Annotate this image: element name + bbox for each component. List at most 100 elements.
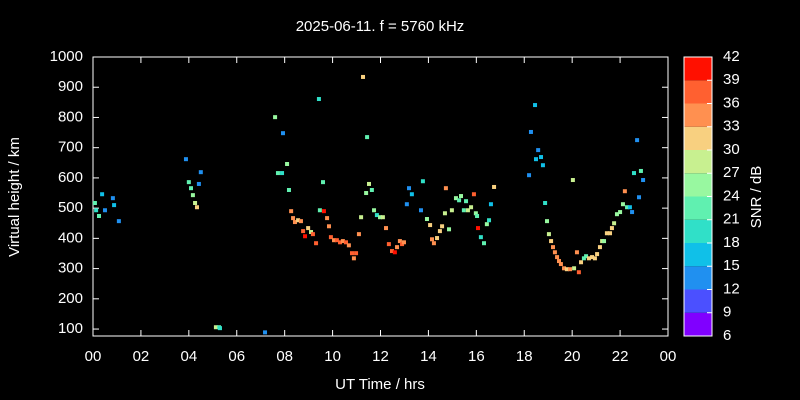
point bbox=[558, 262, 563, 267]
point bbox=[576, 270, 581, 275]
x-tick-label: 20 bbox=[564, 348, 581, 365]
point bbox=[372, 208, 377, 213]
point bbox=[356, 232, 361, 237]
point bbox=[612, 221, 617, 226]
x-tick-label: 16 bbox=[468, 348, 485, 365]
point bbox=[346, 243, 351, 248]
point bbox=[325, 216, 330, 221]
point bbox=[420, 179, 425, 184]
point bbox=[540, 163, 545, 168]
point bbox=[475, 213, 480, 218]
colorbar-band bbox=[684, 219, 712, 243]
point bbox=[627, 205, 632, 210]
point bbox=[597, 245, 602, 250]
point bbox=[568, 267, 573, 272]
point bbox=[334, 238, 339, 243]
x-tick-label: 04 bbox=[180, 348, 197, 365]
point bbox=[286, 188, 291, 193]
colorbar-band bbox=[684, 126, 712, 150]
point bbox=[386, 242, 391, 247]
point bbox=[317, 208, 322, 213]
point bbox=[186, 180, 191, 185]
point bbox=[321, 180, 325, 185]
point bbox=[100, 192, 105, 197]
colorbar-tick-label: 39 bbox=[723, 71, 740, 88]
point bbox=[112, 203, 117, 208]
point bbox=[275, 171, 280, 176]
point bbox=[562, 266, 567, 271]
point bbox=[488, 202, 493, 207]
point bbox=[392, 250, 397, 255]
point bbox=[190, 193, 195, 198]
point bbox=[556, 259, 561, 264]
colorbar-tick-label: 24 bbox=[723, 187, 740, 204]
point bbox=[555, 255, 560, 260]
point bbox=[552, 250, 557, 255]
point bbox=[461, 208, 466, 213]
y-tick-label: 1000 bbox=[50, 48, 83, 65]
point bbox=[622, 189, 627, 194]
point bbox=[620, 202, 625, 207]
colorbar-band bbox=[684, 150, 712, 174]
colorbar-tick-label: 36 bbox=[723, 94, 740, 111]
colorbar-band bbox=[684, 57, 712, 81]
point bbox=[364, 191, 369, 196]
point bbox=[217, 326, 222, 331]
point bbox=[361, 74, 366, 79]
point bbox=[545, 219, 550, 224]
point bbox=[533, 103, 538, 108]
x-tick-label: 08 bbox=[276, 348, 293, 365]
point bbox=[340, 239, 345, 244]
point bbox=[409, 192, 414, 197]
point bbox=[641, 178, 646, 183]
point bbox=[551, 245, 555, 250]
point bbox=[584, 254, 589, 259]
y-tick-label: 100 bbox=[58, 320, 83, 337]
point bbox=[326, 224, 331, 229]
point bbox=[549, 239, 554, 244]
point bbox=[314, 241, 319, 246]
colorbar-band bbox=[684, 312, 712, 336]
colorbar-tick-label: 12 bbox=[723, 280, 740, 297]
point bbox=[303, 234, 308, 239]
point bbox=[564, 267, 569, 272]
point bbox=[285, 162, 290, 167]
y-tick-label: 300 bbox=[58, 260, 83, 277]
point bbox=[487, 218, 492, 223]
point bbox=[407, 186, 412, 191]
point bbox=[570, 178, 575, 183]
point bbox=[630, 210, 635, 215]
colorbar-band bbox=[684, 289, 712, 313]
point bbox=[539, 155, 544, 160]
point bbox=[453, 196, 458, 201]
colorbar-band bbox=[684, 103, 712, 127]
x-tick-label: 12 bbox=[372, 348, 389, 365]
point bbox=[473, 211, 478, 216]
point bbox=[309, 230, 314, 235]
y-tick-label: 600 bbox=[58, 169, 83, 186]
point bbox=[572, 266, 577, 271]
x-tick-label: 10 bbox=[324, 348, 341, 365]
point bbox=[546, 232, 551, 237]
point bbox=[380, 215, 385, 220]
point bbox=[96, 213, 101, 218]
point bbox=[273, 115, 278, 120]
point bbox=[428, 223, 433, 228]
point bbox=[484, 222, 489, 227]
x-tick-label: 00 bbox=[660, 348, 677, 365]
y-axis-label: Virtual height / km bbox=[6, 137, 23, 257]
point bbox=[424, 217, 429, 222]
point bbox=[590, 255, 595, 260]
point bbox=[418, 208, 423, 213]
point bbox=[586, 256, 591, 261]
point bbox=[390, 249, 394, 254]
point bbox=[196, 181, 201, 186]
point bbox=[374, 213, 379, 218]
x-tick-label: 14 bbox=[420, 348, 437, 365]
point bbox=[301, 229, 306, 234]
colorbar-tick-label: 18 bbox=[723, 234, 740, 251]
point bbox=[449, 208, 454, 213]
x-tick-label: 18 bbox=[516, 348, 533, 365]
